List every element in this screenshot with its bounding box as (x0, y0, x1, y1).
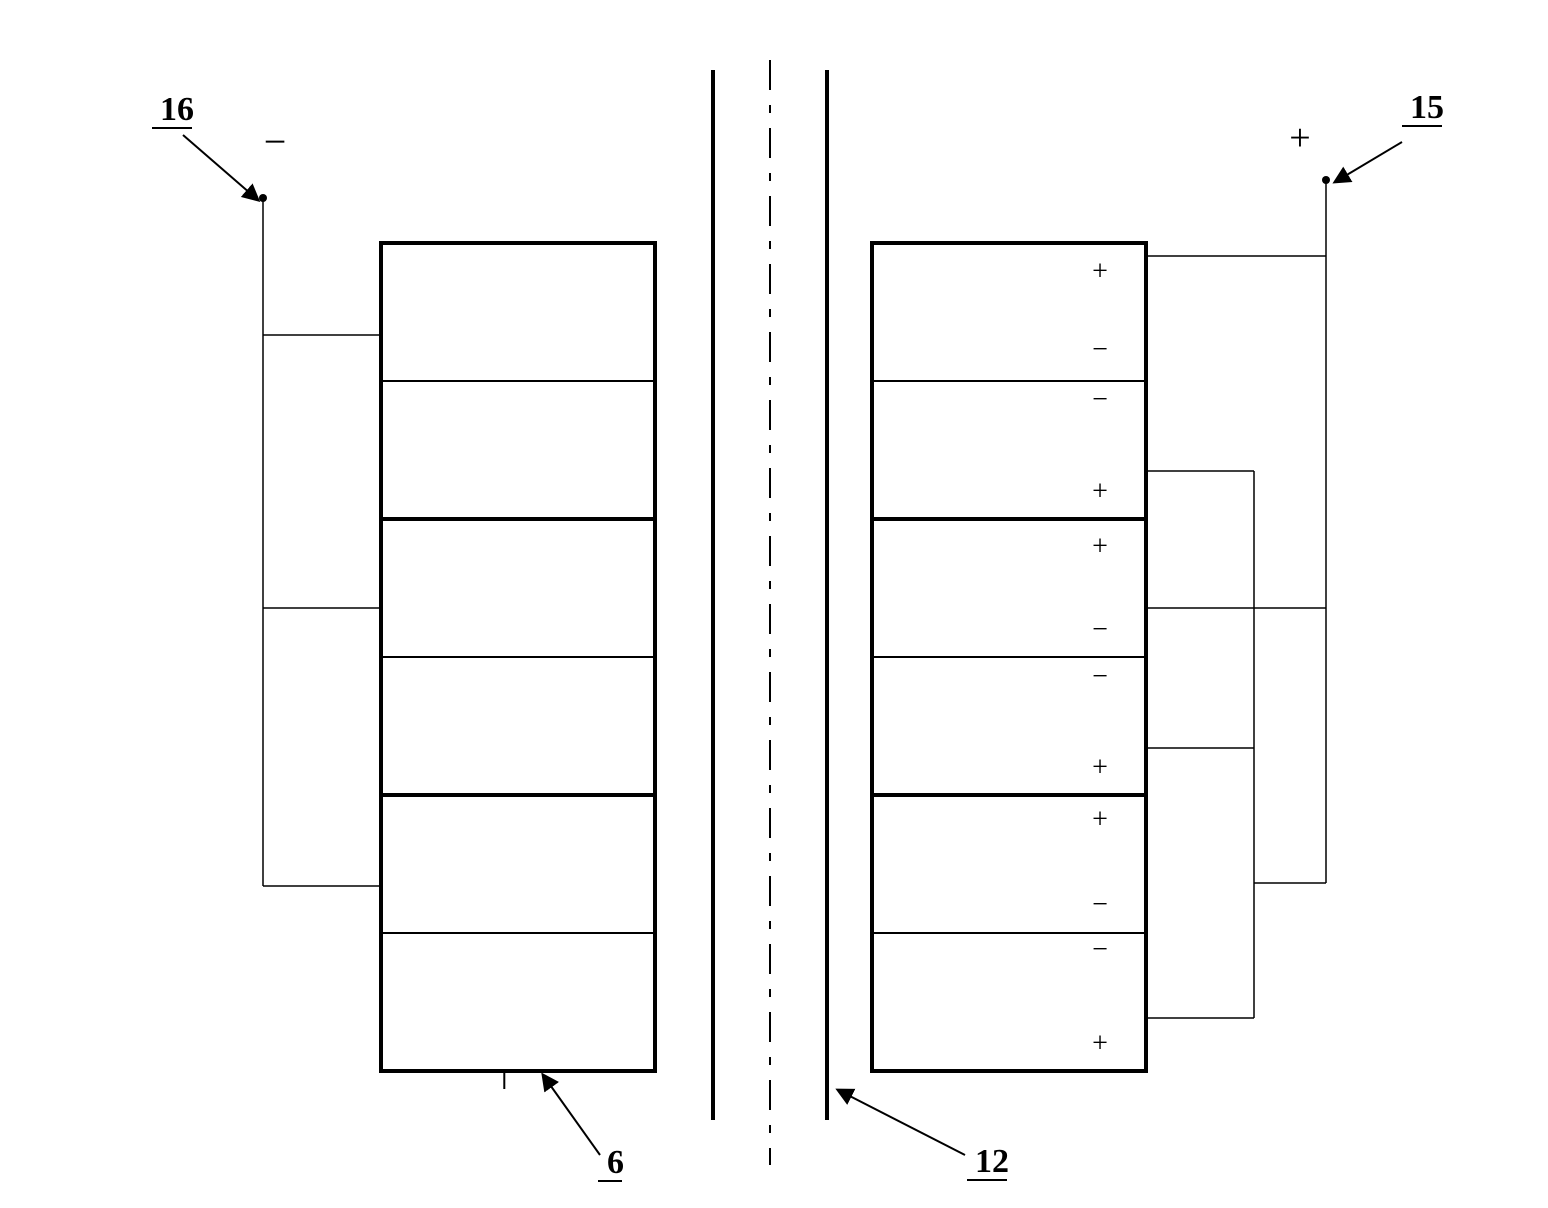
polarity-row2-top: + (1092, 531, 1108, 562)
left-wires (259, 194, 381, 886)
polarity-row3-top: − (1092, 661, 1108, 692)
plus-sign: + (1289, 117, 1310, 159)
callout-16-arrow (183, 135, 258, 200)
minus-sign: − (264, 119, 287, 164)
polarity-row5-bot: + (1092, 1028, 1108, 1059)
callout-15-text: 15 (1410, 89, 1444, 126)
callout-6-text: 6 (607, 1144, 624, 1181)
positive-terminal (1322, 176, 1330, 184)
polarity-row3-bot: + (1092, 752, 1108, 783)
callout-12-arrow (838, 1090, 965, 1155)
callout-15-arrow (1335, 142, 1402, 182)
right-wires (1146, 176, 1330, 1018)
polarity-row2-bot: − (1092, 614, 1108, 645)
polarity-row0-top: + (1092, 256, 1108, 287)
polarity-row1-top: − (1092, 384, 1108, 415)
callout-16-text: 16 (160, 91, 194, 128)
callout-15: 15 (1335, 89, 1444, 182)
callout-6: 6 (543, 1075, 624, 1181)
callout-6-arrow (543, 1075, 600, 1155)
polarity-row4-top: + (1092, 804, 1108, 835)
polarity-row0-bot: − (1092, 334, 1108, 365)
negative-terminal (259, 194, 267, 202)
polarity-row1-bot: + (1092, 476, 1108, 507)
callout-16: 16 (152, 91, 258, 200)
left-stack (381, 243, 655, 1071)
diagram-svg: + − − + + − − + + − − + − +16 15 6 12 (0, 0, 1548, 1208)
polarity-row5-top: − (1092, 934, 1108, 965)
polarity-row4-bot: − (1092, 889, 1108, 920)
callout-12: 12 (838, 1090, 1009, 1180)
callout-12-text: 12 (975, 1143, 1009, 1180)
